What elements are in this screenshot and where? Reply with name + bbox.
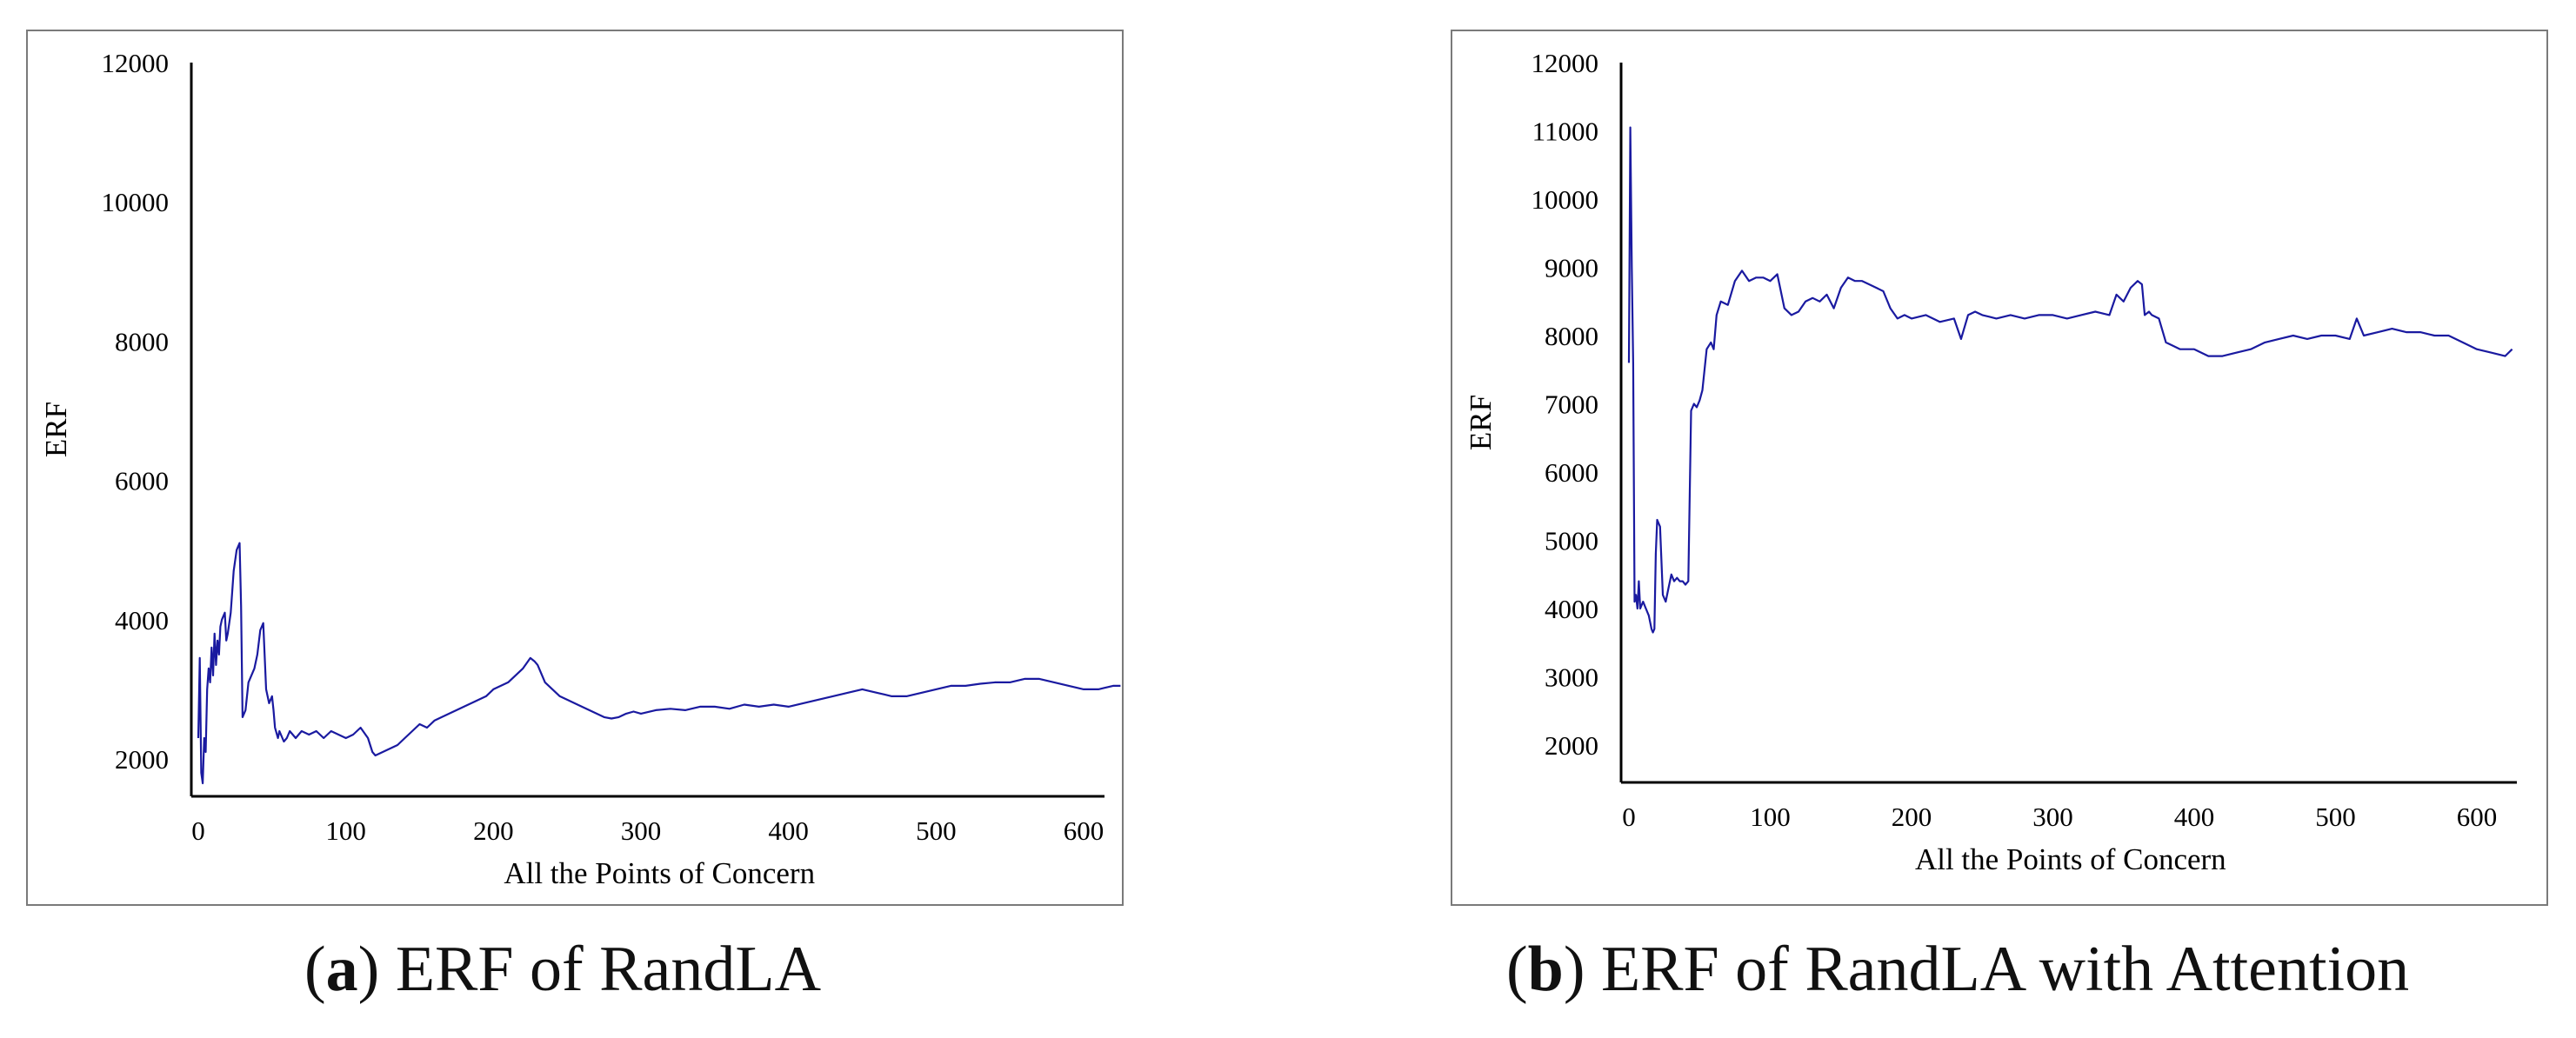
y-tick-label: 2000 bbox=[115, 744, 169, 775]
caption-a-label: a bbox=[325, 934, 358, 1005]
y-axis-title: ERF bbox=[1464, 395, 1498, 450]
x-tick-label: 100 bbox=[1750, 802, 1791, 832]
y-tick-label: 5000 bbox=[1545, 526, 1598, 556]
y-tick-label: 10000 bbox=[102, 187, 170, 217]
erf-series-line bbox=[1627, 126, 2513, 634]
caption-b-text: ERF of RandLA with Attention bbox=[1600, 934, 2410, 1005]
y-tick-label: 8000 bbox=[1545, 321, 1598, 351]
x-tick-label: 300 bbox=[2032, 802, 2073, 832]
y-tick-label: 4000 bbox=[115, 605, 169, 635]
x-axis-title: All the Points of Concern bbox=[1915, 842, 2226, 876]
x-tick-label: 100 bbox=[325, 815, 366, 846]
chart-panel-b: 2000 3000 4000 5000 6000 7000 8000 9000 10000 110… bbox=[1451, 30, 2548, 906]
chart-panel-a: 2000 4000 6000 8000 10000 12000 0 100 200 300 400 5… bbox=[26, 30, 1124, 906]
x-tick-label: 500 bbox=[2315, 802, 2356, 832]
x-tick-label: 300 bbox=[621, 815, 662, 846]
erf-randla-chart: 2000 4000 6000 8000 10000 12000 0 100 200 300 400 5… bbox=[39, 48, 1121, 890]
y-tick-label: 4000 bbox=[1545, 594, 1598, 624]
erf-randla-attention-chart: 2000300040005000600070008000900010000110… bbox=[1464, 48, 2517, 876]
y-tick-label: 12000 bbox=[102, 48, 170, 78]
x-tick-label: 400 bbox=[768, 815, 809, 846]
y-tick-label: 12000 bbox=[1532, 48, 1599, 78]
caption-a: (a) ERF of RandLA bbox=[304, 934, 822, 1005]
x-tick-label: 0 bbox=[191, 815, 205, 846]
y-tick-label: 11000 bbox=[1532, 116, 1598, 147]
y-tick-label: 6000 bbox=[115, 466, 169, 496]
caption-b-label: b bbox=[1527, 934, 1564, 1005]
x-tick-label: 200 bbox=[1892, 802, 1932, 832]
y-tick-label: 6000 bbox=[1545, 457, 1598, 488]
y-axis-title: ERF bbox=[39, 402, 73, 457]
erf-series-line bbox=[197, 542, 1121, 785]
y-tick-label: 10000 bbox=[1532, 184, 1599, 215]
x-tick-label: 600 bbox=[2457, 802, 2498, 832]
y-tick-label: 9000 bbox=[1545, 253, 1598, 283]
x-tick-label: 600 bbox=[1064, 815, 1104, 846]
x-tick-label: 400 bbox=[2174, 802, 2215, 832]
y-tick-label: 8000 bbox=[115, 326, 169, 356]
x-axis-title: All the Points of Concern bbox=[504, 856, 815, 890]
x-tick-label: 500 bbox=[916, 815, 957, 846]
x-tick-label: 0 bbox=[1622, 802, 1636, 832]
x-tick-label: 200 bbox=[473, 815, 514, 846]
caption-a-text: ERF of RandLA bbox=[395, 934, 822, 1005]
caption-b: (b) ERF of RandLA with Attention bbox=[1506, 934, 2410, 1005]
y-tick-label: 7000 bbox=[1545, 389, 1598, 420]
y-tick-label: 3000 bbox=[1545, 662, 1598, 693]
y-tick-label: 2000 bbox=[1545, 730, 1598, 761]
